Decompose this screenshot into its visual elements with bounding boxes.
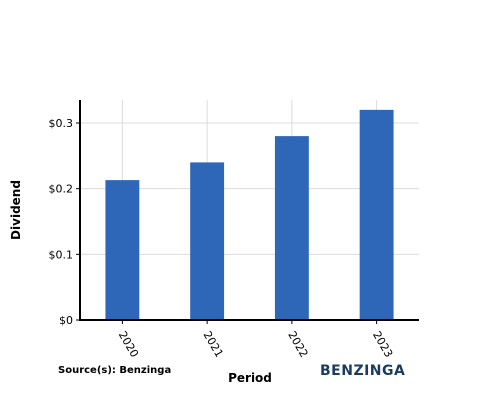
bars xyxy=(105,109,394,321)
y-tick-label: $0.3 xyxy=(49,117,74,130)
y-tick-label: $0 xyxy=(59,314,73,327)
x-tick-label: 2022 xyxy=(285,329,310,360)
y-tick-label: $0.2 xyxy=(49,183,74,196)
bar-2022 xyxy=(274,136,309,320)
y-ticks: $0 $0.1 $0.2 $0.3 xyxy=(49,117,80,327)
x-axis-title: Period xyxy=(228,371,272,385)
benzinga-logo: BENZINGA xyxy=(320,363,405,379)
x-ticks: 2020 2021 2022 2023 xyxy=(116,320,395,360)
axes xyxy=(79,100,419,321)
x-tick-label: 2020 xyxy=(116,329,141,360)
x-tick-label: 2023 xyxy=(370,329,395,360)
x-tick-label: 2021 xyxy=(201,329,226,360)
bar-2020 xyxy=(105,180,140,320)
bar-2023 xyxy=(359,109,394,321)
y-axis-title: Dividend xyxy=(9,180,23,240)
y-tick-label: $0.1 xyxy=(49,248,74,261)
bar-2021 xyxy=(190,162,225,320)
source-note: Source(s): Benzinga xyxy=(58,365,171,376)
